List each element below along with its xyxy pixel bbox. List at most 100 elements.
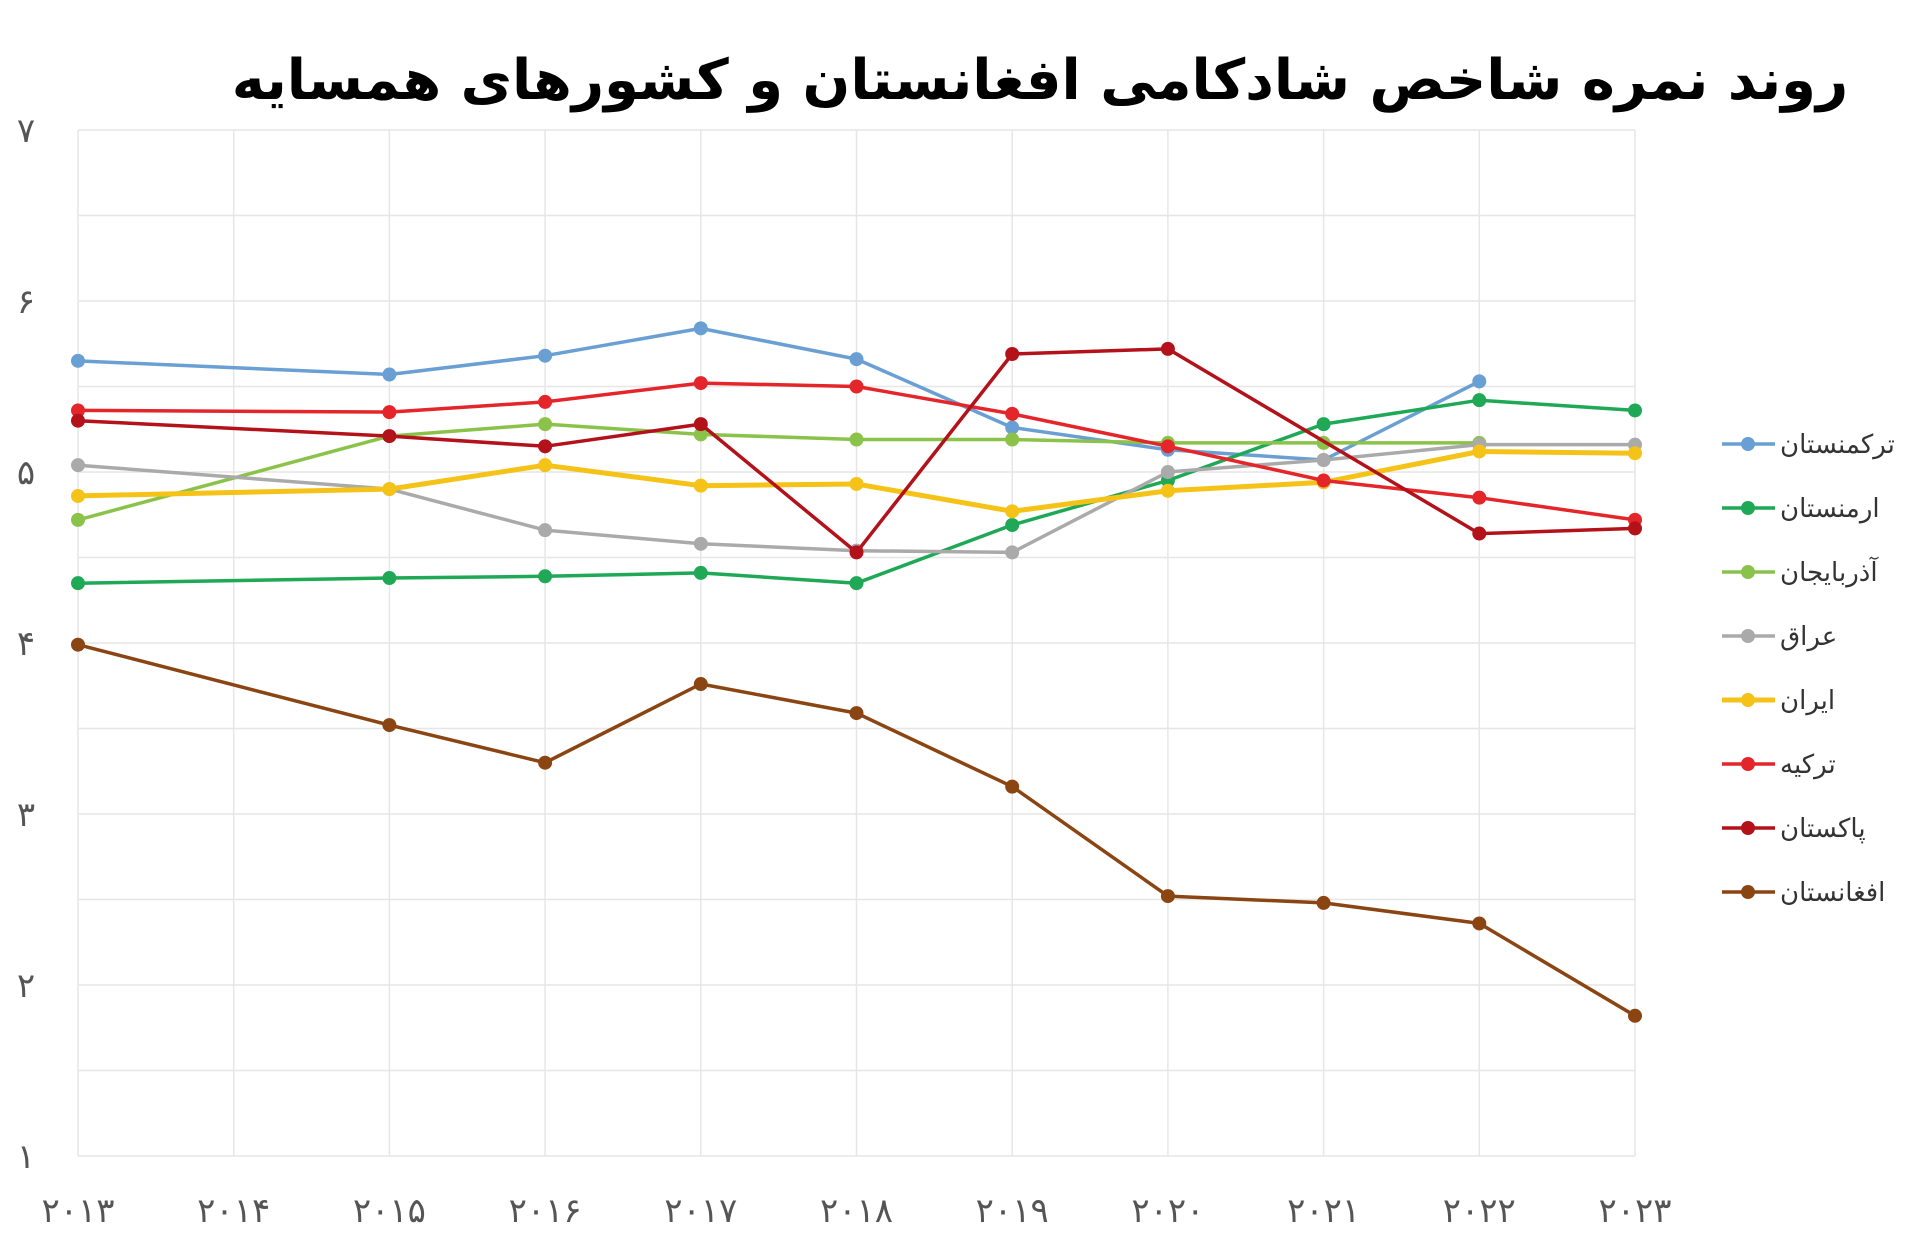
data-point: [1472, 526, 1487, 541]
data-point: [538, 417, 553, 432]
data-point: [693, 565, 708, 580]
grid: [77, 129, 1636, 1157]
data-point: [1005, 406, 1020, 421]
legend-label: پاکستان: [1780, 814, 1866, 844]
data-point: [1316, 417, 1331, 432]
data-point: [71, 403, 85, 418]
y-tick-label: ۳: [17, 795, 35, 835]
legend-marker: [1741, 885, 1755, 899]
data-point: [693, 677, 708, 692]
data-point: [1005, 504, 1020, 519]
data-point: [538, 569, 553, 584]
series-line: [75, 449, 1638, 514]
data-point: [693, 417, 708, 432]
data-point: [1160, 341, 1175, 356]
data-point: [1316, 473, 1331, 488]
data-point: [693, 321, 708, 336]
legend-marker: [1741, 821, 1755, 835]
series-8: [71, 637, 1642, 1023]
y-tick-label: ۲: [17, 966, 35, 1006]
legend-label: ترکمنستان: [1780, 430, 1895, 460]
y-axis: ۱ ۲ ۳ ۴ ۵ ۶ ۷: [17, 111, 35, 1177]
legend-label: ترکیه: [1780, 750, 1836, 780]
data-point: [382, 405, 397, 420]
data-point: [849, 706, 864, 721]
data-point: [849, 545, 864, 560]
legend: ترکمنستان ارمنستان آذربایجان عراق ایران ترکیه…: [1722, 430, 1895, 908]
data-point: [382, 367, 397, 382]
data-point: [1628, 521, 1642, 536]
data-point: [538, 458, 553, 473]
x-tick-label: ۲۰۱۸: [820, 1191, 893, 1231]
legend-marker: [1741, 565, 1755, 579]
data-point: [1005, 432, 1020, 447]
data-point: [71, 458, 85, 473]
x-tick-label: ۲۰۲۳: [1598, 1191, 1671, 1231]
data-point: [1005, 545, 1020, 560]
x-tick-label: ۲۰۱۶: [509, 1191, 582, 1231]
data-point: [1005, 347, 1020, 362]
data-point: [693, 536, 708, 551]
x-tick-label: ۲۰۲۱: [1287, 1191, 1360, 1231]
legend-label: افغانستان: [1780, 878, 1885, 908]
series-line: [76, 642, 1637, 1018]
data-point: [849, 576, 864, 591]
data-point: [849, 476, 864, 491]
x-tick-label: ۲۰۱۵: [353, 1191, 426, 1231]
legend-marker: [1741, 629, 1755, 643]
legend-marker: [1741, 693, 1755, 707]
data-point: [1005, 779, 1020, 794]
data-point: [71, 353, 85, 368]
legend-item: آذربایجان: [1722, 556, 1879, 588]
chart-title: روند نمره شاخص شادکامی افغانستان و کشوره…: [231, 48, 1849, 113]
series-2: [71, 393, 1642, 591]
data-point: [849, 352, 864, 367]
x-tick-label: ۲۰۱۹: [976, 1191, 1049, 1231]
data-point: [71, 512, 85, 527]
data-point: [538, 755, 553, 770]
data-point: [1005, 420, 1020, 435]
data-point: [382, 429, 397, 444]
data-point: [693, 478, 708, 493]
data-point: [693, 427, 708, 442]
data-point: [382, 571, 397, 586]
data-point: [1160, 483, 1175, 498]
data-point: [382, 482, 397, 497]
data-point: [71, 413, 85, 428]
x-tick-label: ۲۰۲۰: [1131, 1191, 1204, 1231]
series-1: [71, 321, 1487, 468]
legend-item: ترکیه: [1722, 750, 1836, 780]
y-tick-label: ۷: [17, 111, 35, 151]
data-point: [71, 488, 85, 503]
data-point: [1472, 374, 1487, 389]
data-point: [382, 718, 397, 733]
x-tick-label: ۲۰۲۲: [1443, 1191, 1516, 1231]
data-point: [1472, 444, 1487, 459]
legend-marker: [1741, 757, 1755, 771]
legend-item: عراق: [1722, 622, 1837, 652]
data-point: [538, 523, 553, 538]
data-point: [1628, 446, 1642, 461]
legend-item: ایران: [1722, 686, 1835, 716]
series-line: [76, 398, 1637, 585]
data-point: [849, 379, 864, 394]
x-tick-label: ۲۰۱۷: [664, 1191, 737, 1231]
y-tick-label: ۶: [17, 282, 35, 322]
data-point: [71, 576, 85, 591]
y-tick-label: ۵: [17, 453, 35, 493]
data-point: [1160, 465, 1175, 479]
data-point: [1628, 1008, 1642, 1023]
legend-marker: [1741, 437, 1755, 451]
data-point: [849, 432, 864, 447]
legend-item: پاکستان: [1722, 814, 1866, 844]
legend-item: ارمنستان: [1722, 494, 1880, 524]
data-point: [1316, 453, 1331, 468]
legend-label: عراق: [1780, 622, 1837, 652]
data-point: [1472, 393, 1487, 408]
data-point: [538, 394, 553, 409]
data-point: [538, 348, 553, 363]
data-point: [1472, 916, 1487, 931]
x-axis: ۲۰۱۳ ۲۰۱۴ ۲۰۱۵ ۲۰۱۶ ۲۰۱۷ ۲۰۱۸ ۲۰۱۹ ۲۰۲۰ ۲۰۲۱ ۲۰۲۲…: [41, 1191, 1671, 1231]
data-point: [538, 439, 553, 454]
